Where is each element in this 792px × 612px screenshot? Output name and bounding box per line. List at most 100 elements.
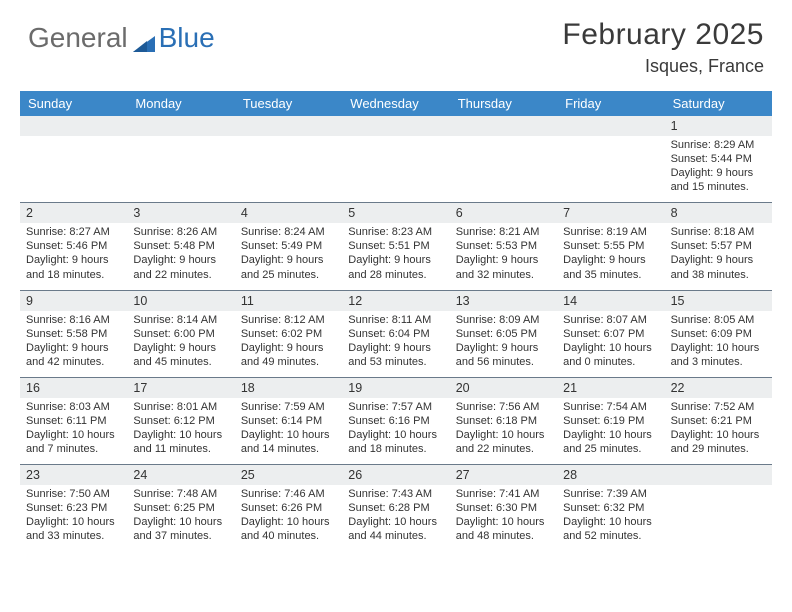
date-number: 26 [342, 465, 449, 485]
day-cell: Sunrise: 7:59 AM Sunset: 6:14 PM Dayligh… [235, 398, 342, 464]
date-number [665, 465, 772, 485]
weekday-friday: Friday [557, 91, 664, 116]
date-number-row: 232425262728 [20, 465, 772, 485]
date-number-row: 9101112131415 [20, 291, 772, 311]
weekday-header: Sunday Monday Tuesday Wednesday Thursday… [20, 91, 772, 116]
date-number: 24 [127, 465, 234, 485]
date-number-row: 16171819202122 [20, 378, 772, 398]
date-number: 27 [450, 465, 557, 485]
day-cell [235, 136, 342, 202]
day-cell: Sunrise: 8:14 AM Sunset: 6:00 PM Dayligh… [127, 311, 234, 377]
date-number: 2 [20, 203, 127, 223]
date-number: 22 [665, 378, 772, 398]
date-number [127, 116, 234, 136]
weekday-thursday: Thursday [450, 91, 557, 116]
date-number-row: 1 [20, 116, 772, 136]
date-number: 25 [235, 465, 342, 485]
day-cell: Sunrise: 7:52 AM Sunset: 6:21 PM Dayligh… [665, 398, 772, 464]
weekday-tuesday: Tuesday [235, 91, 342, 116]
day-cell: Sunrise: 8:01 AM Sunset: 6:12 PM Dayligh… [127, 398, 234, 464]
weekday-saturday: Saturday [665, 91, 772, 116]
day-cell [450, 136, 557, 202]
day-cell [665, 485, 772, 551]
weeks-container: 1Sunrise: 8:29 AM Sunset: 5:44 PM Daylig… [20, 116, 772, 552]
date-number: 19 [342, 378, 449, 398]
week-row: 1Sunrise: 8:29 AM Sunset: 5:44 PM Daylig… [20, 116, 772, 202]
date-number: 7 [557, 203, 664, 223]
date-number: 8 [665, 203, 772, 223]
day-cell: Sunrise: 7:46 AM Sunset: 6:26 PM Dayligh… [235, 485, 342, 551]
date-number: 5 [342, 203, 449, 223]
logo-text-blue: Blue [159, 22, 215, 54]
day-cell [342, 136, 449, 202]
date-number: 15 [665, 291, 772, 311]
date-number: 20 [450, 378, 557, 398]
day-cell: Sunrise: 8:21 AM Sunset: 5:53 PM Dayligh… [450, 223, 557, 289]
title-block: February 2025 Isques, France [562, 18, 764, 77]
calendar: Sunday Monday Tuesday Wednesday Thursday… [20, 91, 772, 552]
logo: General Blue [28, 18, 215, 54]
day-cell-row: Sunrise: 8:27 AM Sunset: 5:46 PM Dayligh… [20, 223, 772, 289]
day-cell: Sunrise: 7:50 AM Sunset: 6:23 PM Dayligh… [20, 485, 127, 551]
date-number [342, 116, 449, 136]
day-cell: Sunrise: 8:05 AM Sunset: 6:09 PM Dayligh… [665, 311, 772, 377]
day-cell: Sunrise: 8:26 AM Sunset: 5:48 PM Dayligh… [127, 223, 234, 289]
day-cell: Sunrise: 8:07 AM Sunset: 6:07 PM Dayligh… [557, 311, 664, 377]
day-cell: Sunrise: 8:03 AM Sunset: 6:11 PM Dayligh… [20, 398, 127, 464]
day-cell: Sunrise: 7:56 AM Sunset: 6:18 PM Dayligh… [450, 398, 557, 464]
week-row: 16171819202122Sunrise: 8:03 AM Sunset: 6… [20, 377, 772, 464]
date-number: 28 [557, 465, 664, 485]
week-row: 2345678Sunrise: 8:27 AM Sunset: 5:46 PM … [20, 202, 772, 289]
day-cell-row: Sunrise: 8:16 AM Sunset: 5:58 PM Dayligh… [20, 311, 772, 377]
date-number [235, 116, 342, 136]
day-cell: Sunrise: 8:16 AM Sunset: 5:58 PM Dayligh… [20, 311, 127, 377]
weekday-wednesday: Wednesday [342, 91, 449, 116]
day-cell: Sunrise: 8:19 AM Sunset: 5:55 PM Dayligh… [557, 223, 664, 289]
day-cell: Sunrise: 8:18 AM Sunset: 5:57 PM Dayligh… [665, 223, 772, 289]
location-label: Isques, France [562, 56, 764, 77]
day-cell: Sunrise: 8:09 AM Sunset: 6:05 PM Dayligh… [450, 311, 557, 377]
date-number: 12 [342, 291, 449, 311]
day-cell: Sunrise: 8:11 AM Sunset: 6:04 PM Dayligh… [342, 311, 449, 377]
week-row: 232425262728Sunrise: 7:50 AM Sunset: 6:2… [20, 464, 772, 551]
day-cell: Sunrise: 8:27 AM Sunset: 5:46 PM Dayligh… [20, 223, 127, 289]
day-cell: Sunrise: 7:43 AM Sunset: 6:28 PM Dayligh… [342, 485, 449, 551]
day-cell-row: Sunrise: 7:50 AM Sunset: 6:23 PM Dayligh… [20, 485, 772, 551]
logo-text-general: General [28, 22, 128, 54]
date-number [557, 116, 664, 136]
date-number: 6 [450, 203, 557, 223]
day-cell-row: Sunrise: 8:03 AM Sunset: 6:11 PM Dayligh… [20, 398, 772, 464]
date-number: 3 [127, 203, 234, 223]
day-cell: Sunrise: 8:29 AM Sunset: 5:44 PM Dayligh… [665, 136, 772, 202]
date-number-row: 2345678 [20, 203, 772, 223]
day-cell: Sunrise: 7:57 AM Sunset: 6:16 PM Dayligh… [342, 398, 449, 464]
date-number: 21 [557, 378, 664, 398]
date-number [450, 116, 557, 136]
week-row: 9101112131415Sunrise: 8:16 AM Sunset: 5:… [20, 290, 772, 377]
day-cell: Sunrise: 8:23 AM Sunset: 5:51 PM Dayligh… [342, 223, 449, 289]
date-number: 4 [235, 203, 342, 223]
date-number [20, 116, 127, 136]
date-number: 10 [127, 291, 234, 311]
date-number: 17 [127, 378, 234, 398]
day-cell: Sunrise: 8:24 AM Sunset: 5:49 PM Dayligh… [235, 223, 342, 289]
header: General Blue February 2025 Isques, Franc… [0, 0, 792, 83]
date-number: 1 [665, 116, 772, 136]
date-number: 18 [235, 378, 342, 398]
day-cell-row: Sunrise: 8:29 AM Sunset: 5:44 PM Dayligh… [20, 136, 772, 202]
day-cell: Sunrise: 7:41 AM Sunset: 6:30 PM Dayligh… [450, 485, 557, 551]
date-number: 16 [20, 378, 127, 398]
logo-triangle-icon [133, 27, 155, 45]
day-cell [557, 136, 664, 202]
weekday-monday: Monday [127, 91, 234, 116]
day-cell: Sunrise: 7:54 AM Sunset: 6:19 PM Dayligh… [557, 398, 664, 464]
date-number: 11 [235, 291, 342, 311]
date-number: 9 [20, 291, 127, 311]
day-cell: Sunrise: 7:39 AM Sunset: 6:32 PM Dayligh… [557, 485, 664, 551]
day-cell: Sunrise: 7:48 AM Sunset: 6:25 PM Dayligh… [127, 485, 234, 551]
day-cell: Sunrise: 8:12 AM Sunset: 6:02 PM Dayligh… [235, 311, 342, 377]
weekday-sunday: Sunday [20, 91, 127, 116]
date-number: 13 [450, 291, 557, 311]
day-cell [20, 136, 127, 202]
month-title: February 2025 [562, 18, 764, 52]
